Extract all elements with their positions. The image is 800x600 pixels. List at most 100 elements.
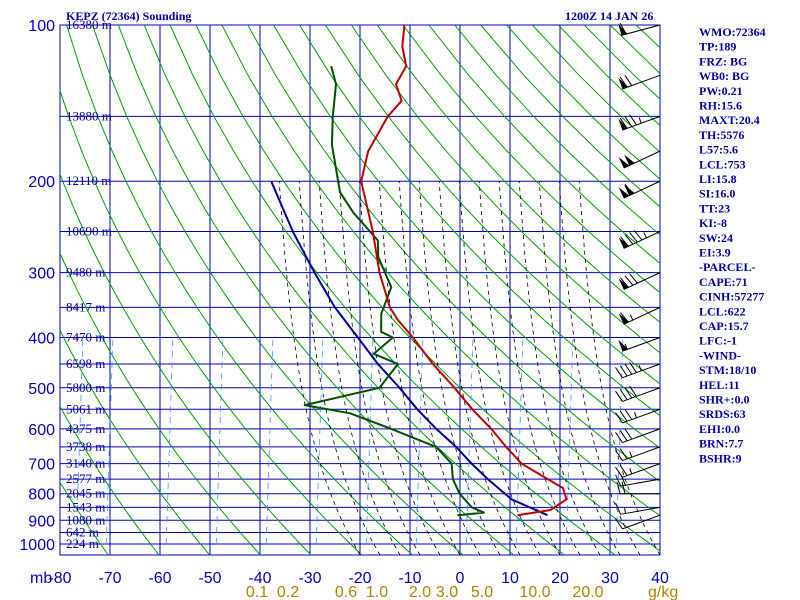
wind-barb-feather <box>624 116 633 127</box>
index-line: PW:0.21 <box>699 84 743 98</box>
index-line: -PARCEL- <box>699 260 755 274</box>
moist-adiabat <box>378 181 461 555</box>
wind-barb-shaft <box>620 506 661 515</box>
index-line: EHI:0.0 <box>699 422 740 436</box>
wind-barb-flag <box>618 339 629 352</box>
wind-barb <box>618 272 661 290</box>
height-label: 1543 m <box>66 499 105 514</box>
index-line: SI:16.0 <box>699 187 735 201</box>
height-label: 8417 m <box>66 299 105 314</box>
index-line: CAPE:71 <box>699 275 748 289</box>
pressure-tick-label: 500 <box>28 381 55 398</box>
dry-adiabat <box>60 481 109 555</box>
pressure-tick-label: 300 <box>28 266 55 283</box>
moist-adiabat <box>338 181 421 555</box>
dry-adiabat <box>791 25 800 555</box>
wind-barb-feather <box>629 273 638 284</box>
sounding-profiles <box>270 25 568 517</box>
height-label: 4375 m <box>66 421 105 436</box>
dry-adiabat <box>247 25 660 483</box>
temperature-tick-label: -60 <box>148 570 171 587</box>
pressure-tick-label: 900 <box>28 513 55 530</box>
wind-barb <box>615 502 661 515</box>
mixing-ratio-unit-label: g/kg <box>648 584 678 600</box>
mixing-ratio-tick-label: 2.0 <box>409 584 431 600</box>
height-label: 224 m <box>66 536 99 551</box>
pressure-tick-label: 1000 <box>19 537 55 554</box>
pressure-tick-label: 200 <box>28 174 55 191</box>
grid-lines <box>59 24 661 556</box>
moist-adiabat <box>518 181 601 555</box>
wind-barb <box>618 306 661 325</box>
moist-adiabat <box>358 181 441 555</box>
height-label: 7470 m <box>66 329 105 344</box>
sounding-time: 1200Z 14 JAN 26 <box>565 9 653 23</box>
wind-barb-feather <box>624 428 633 440</box>
pressure-unit-label: mb <box>30 570 52 587</box>
wind-barb-shaft <box>622 514 661 530</box>
wind-barb-feather <box>629 114 637 126</box>
index-line: LI:15.8 <box>699 172 737 186</box>
wind-barb-shaft <box>622 74 661 90</box>
wind-barb-half-feather <box>629 314 634 321</box>
wind-barb-feather <box>616 481 621 494</box>
wind-barb-feather <box>619 465 628 476</box>
height-label: 10690 m <box>66 224 112 239</box>
mixing-ratio-line <box>165 337 174 545</box>
mixing-ratio-line <box>105 337 114 545</box>
wind-barb-feather <box>633 230 643 241</box>
moist-adiabat <box>578 181 660 555</box>
dry-adiabat <box>324 25 660 385</box>
wind-barb-feather <box>619 23 627 35</box>
mixing-ratio-line <box>265 337 274 545</box>
wind-barb-feather <box>624 363 633 375</box>
moist-adiabat <box>318 181 401 555</box>
index-line: SRDS:63 <box>699 407 746 421</box>
temperature-tick-label: 40 <box>651 570 669 587</box>
wind-barb-feather <box>619 117 628 129</box>
wind-barb-feather <box>624 234 634 245</box>
wind-barb-feather <box>624 75 633 86</box>
index-line: TH:5576 <box>699 128 744 142</box>
wind-barb-half-feather <box>623 507 627 514</box>
index-line: -WIND- <box>699 348 741 362</box>
index-line: LCL:753 <box>699 157 746 171</box>
index-line: STM:18/10 <box>699 363 756 377</box>
height-label: 2045 m <box>66 486 105 501</box>
wind-barb-feather <box>615 390 623 402</box>
moist-adiabat <box>418 181 501 555</box>
wind-barb <box>618 23 661 36</box>
wind-barb-feather <box>629 385 637 397</box>
wind-barb-feather <box>615 367 623 378</box>
adiabat-lines <box>60 25 800 555</box>
wind-barb-feather <box>615 450 623 461</box>
wind-barb-feather <box>615 412 623 424</box>
mixing-ratio-tick-label: 3.0 <box>436 584 458 600</box>
wind-barb-shaft <box>622 446 661 462</box>
wind-barb <box>615 514 661 530</box>
dry-adiabat <box>60 172 312 555</box>
index-line: KI:-8 <box>699 216 727 230</box>
wind-barb-shaft <box>623 306 661 325</box>
pressure-tick-label: 600 <box>28 422 55 439</box>
index-line: SHR+:0.0 <box>699 393 750 407</box>
wind-barb <box>615 428 661 444</box>
wind-barb-feather <box>620 236 629 247</box>
index-line: RH:15.6 <box>699 99 742 113</box>
moist-adiabat <box>438 181 521 555</box>
wind-barb-shaft <box>623 272 661 290</box>
height-label: 5800 m <box>66 380 105 395</box>
mixing-ratio-tick-label: 0.6 <box>335 584 357 600</box>
temperature-tick-label: -20 <box>348 570 371 587</box>
wind-barb-flag <box>618 278 630 290</box>
wind-barb-feather <box>615 466 623 478</box>
temperature-tick-label: 10 <box>501 570 519 587</box>
index-line: CAP:15.7 <box>699 319 749 333</box>
index-line: L57:5.6 <box>699 143 738 157</box>
height-label: 16380 m <box>66 17 112 32</box>
wind-barb-shaft <box>622 408 661 424</box>
mixing-ratio-line <box>565 337 574 545</box>
wind-barb-feather <box>619 448 628 460</box>
temperature-profile <box>360 25 568 517</box>
wind-barb-half-feather <box>629 468 633 475</box>
